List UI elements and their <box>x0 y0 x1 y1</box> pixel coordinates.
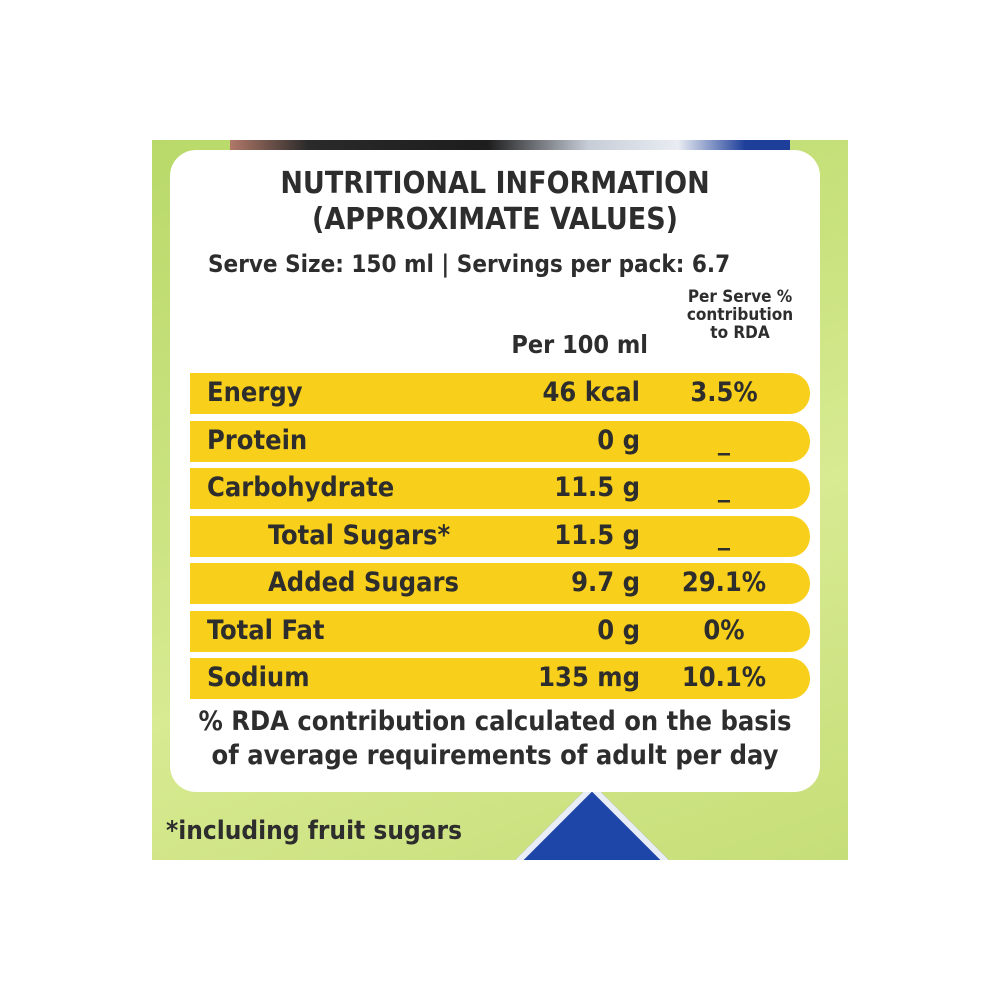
nutrient-name: Carbohydrate <box>207 472 395 503</box>
nutrient-name: Sodium <box>207 662 310 693</box>
per-100ml-header: Per 100 ml <box>511 330 648 359</box>
rda-header: Per Serve % contribution to RDA <box>670 288 810 342</box>
rda-value: 0% <box>703 614 745 646</box>
nutrition-row-sodium: Sodium 135 mg 10.1% <box>190 658 810 699</box>
nutrient-name: Total Sugars* <box>268 519 451 551</box>
rda-header-line: contribution <box>686 305 794 325</box>
per-100ml-value: 11.5 g <box>554 472 640 503</box>
blue-diamond-graphic <box>507 783 677 860</box>
nutrient-name: Energy <box>207 377 303 408</box>
nutrition-row-energy: Energy 46 kcal 3.5% <box>190 373 810 414</box>
nutrition-panel: NUTRITIONAL INFORMATION (APPROXIMATE VAL… <box>170 150 820 792</box>
rda-note-line2: of average requirements of adult per day <box>211 740 779 771</box>
panel-subtitle: (APPROXIMATE VALUES) <box>312 202 678 237</box>
nutrition-row-protein: Protein 0 g _ <box>190 420 810 462</box>
per-100ml-value: 0 g <box>597 424 640 456</box>
rda-value: _ <box>717 472 731 503</box>
rda-note-line1: % RDA contribution calculated on the bas… <box>198 706 792 737</box>
nutrient-name: Protein <box>207 424 308 456</box>
nutrition-row-carbohydrate: Carbohydrate 11.5 g _ <box>190 468 810 509</box>
rda-header-line: Per Serve % <box>687 287 793 307</box>
rda-header-line: to RDA <box>710 323 770 343</box>
per-100ml-value: 135 mg <box>538 662 640 693</box>
rda-value: 3.5% <box>690 377 758 408</box>
per-100ml-value: 11.5 g <box>554 519 640 551</box>
footnote: *including fruit sugars <box>166 816 462 846</box>
rda-value: 10.1% <box>681 662 767 693</box>
rda-value: _ <box>717 424 731 456</box>
rda-value: 29.1% <box>681 567 767 598</box>
nutrient-name: Total Fat <box>207 614 325 646</box>
per-100ml-value: 46 kcal <box>542 377 640 408</box>
per-100ml-value: 0 g <box>597 614 640 646</box>
nutrition-row-total-fat: Total Fat 0 g 0% <box>190 610 810 652</box>
rda-value: _ <box>717 519 731 551</box>
nutrition-row-added-sugars: Added Sugars 9.7 g 29.1% <box>190 563 810 604</box>
nutrition-table: Energy 46 kcal 3.5% Protein 0 g _ Carboh… <box>190 373 810 706</box>
nutrition-row-total-sugars: Total Sugars* 11.5 g _ <box>190 515 810 557</box>
nutrient-name: Added Sugars <box>268 567 459 598</box>
panel-title: NUTRITIONAL INFORMATION <box>280 166 710 201</box>
per-100ml-value: 9.7 g <box>571 567 640 598</box>
serve-info: Serve Size: 150 ml | Servings per pack: … <box>208 250 731 278</box>
